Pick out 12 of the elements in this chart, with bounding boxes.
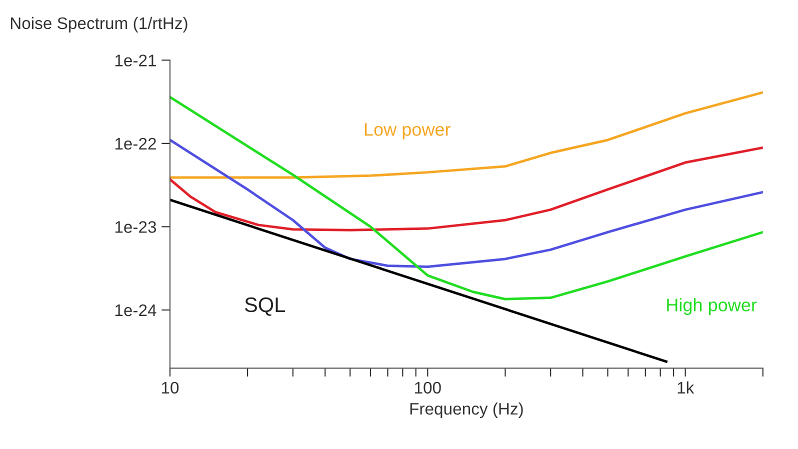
x-tick-label: 10 (162, 382, 179, 394)
series-label: Low power (364, 123, 450, 140)
y-tick-label: 1e-22 (115, 138, 156, 150)
y-tick-label: 1e-24 (115, 304, 156, 316)
y-tick-label: 1e-21 (115, 54, 156, 66)
y-tick-label: 1e-23 (115, 221, 156, 233)
x-tick-label: 100 (415, 382, 441, 394)
x-tick-label: 1k (678, 381, 694, 394)
text: SQL (244, 297, 285, 316)
series-label: High power (667, 298, 757, 315)
y-axis-title: Noise Spectrum (1/rtHz) (10, 16, 188, 32)
x-axis-title: Frequency (Hz) (410, 402, 523, 418)
